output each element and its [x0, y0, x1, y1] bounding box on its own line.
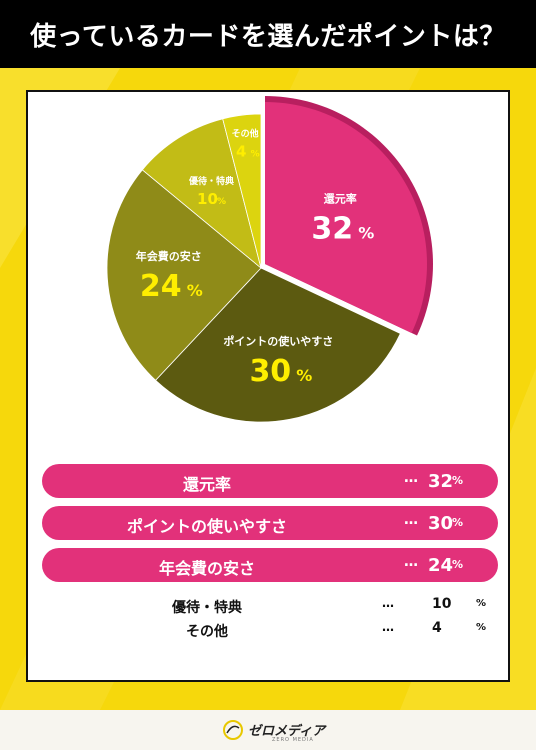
ranking-label: ポイントの使いやすさ [126, 517, 287, 536]
title-bar: 使っているカードを選んだポイントは？ [0, 0, 536, 68]
pie-slice [106, 169, 262, 381]
ranking-row-1: 還元率 … 32 % [42, 464, 498, 498]
pie-slice-value: 10 [197, 190, 218, 208]
ranking-dots: … [404, 512, 418, 528]
pie-slice-value: 24 [140, 269, 182, 304]
pie-slice-unit: % [217, 197, 226, 207]
ranking-label: 年会費の安さ [158, 559, 255, 578]
ranking-value: 10 [432, 596, 452, 612]
ranking-dots: … [404, 554, 418, 570]
ranking-value: 30 [428, 513, 454, 534]
ranking-unit: % [452, 558, 464, 571]
ranking-value: 4 [432, 620, 442, 636]
pie-slice [141, 118, 262, 270]
ranking-label: その他 [186, 624, 228, 640]
pie-slice-label: 年会費の安さ [136, 249, 202, 263]
ranking-row-4: 優待・特典 … 10 % [42, 594, 498, 618]
ranking-value: 24 [428, 555, 454, 576]
pie-slice-label: 優待・特典 [188, 175, 234, 187]
pie-slice [265, 102, 427, 333]
ranking-label: 優待・特典 [172, 600, 242, 616]
ranking-unit: % [452, 474, 464, 487]
brand-logo-icon [223, 720, 243, 740]
pie-slice-label: ポイントの使いやすさ [223, 334, 333, 348]
ranking-unit: % [476, 598, 487, 609]
ranking-dots: … [382, 620, 394, 634]
ranking-row-3: 年会費の安さ … 24 % [42, 548, 498, 582]
pie-slice-label: 還元率 [324, 191, 357, 205]
pie-slice-unit: % [296, 366, 312, 385]
pie-slice-value: 30 [249, 354, 291, 389]
ranking-unit: % [476, 622, 487, 633]
ranking-unit: % [452, 516, 464, 529]
pie-chart: 還元率 32 % ポイントの使いやすさ 30 % 年会費の安さ 24 % 優待・特典 10 % その他 4… [106, 96, 433, 423]
pie-slice [155, 267, 401, 423]
pie-slice-label: その他 [232, 128, 259, 140]
pie-slice [222, 113, 262, 269]
brand-name: ゼロメディア [248, 724, 326, 739]
ranking-label: 還元率 [182, 475, 231, 494]
ranking-value: 32 [428, 471, 454, 492]
pie-slice-unit: % [187, 281, 203, 300]
pie-slice-value: 32 [311, 211, 353, 246]
chart-card: 還元率 32% ポイントの使いやすさ 30% 年会費の安さ 24% 優待・特典 10% その他 4… [26, 90, 510, 682]
pie-slice-value: 4 [236, 143, 246, 161]
ranking-dots: … [404, 470, 418, 486]
ranking-row-2: ポイントの使いやすさ … 30 % [42, 506, 498, 540]
page-title: 使っているカードを選んだポイントは？ [30, 21, 506, 52]
brand-subtitle: ZERO MEDIA [272, 737, 314, 743]
footer: ゼロメディア ZERO MEDIA [0, 710, 536, 750]
pie-slice-unit: % [251, 150, 260, 160]
ranking-dots: … [382, 596, 394, 610]
ranking-row-5: その他 … 4 % [42, 618, 498, 642]
pie-slice-unit: % [358, 223, 374, 242]
